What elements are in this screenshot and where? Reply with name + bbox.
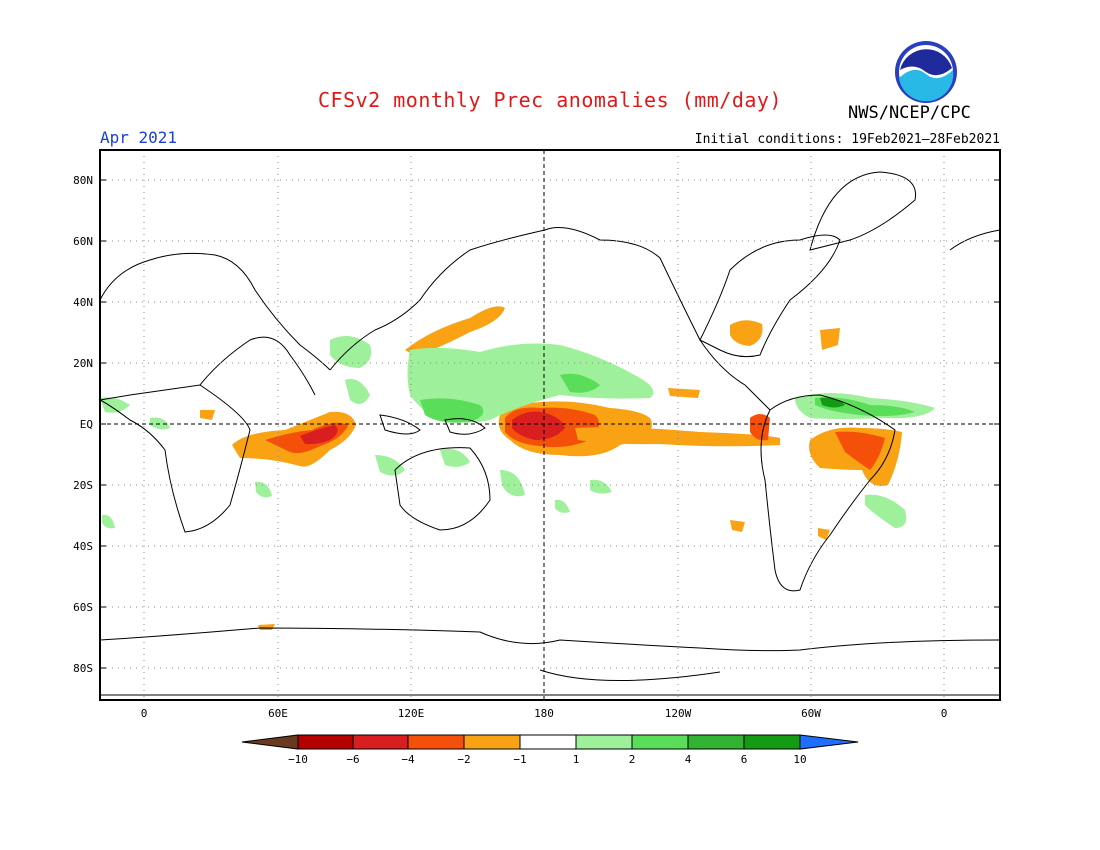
lat-label-20s: 20S [73, 479, 93, 492]
colorbar-label: 2 [629, 753, 636, 766]
colorbar-bin [463, 734, 521, 750]
lat-label-80n: 80N [73, 174, 93, 187]
colorbar: −10 −6 −4 −2 −1 1 2 4 6 10 [241, 734, 859, 766]
colorbar-bin [743, 734, 801, 750]
colorbar-bin [575, 734, 633, 750]
map-frame [99, 149, 1001, 701]
colorbar-label: −1 [513, 753, 526, 766]
colorbar-low-arrow [241, 734, 299, 750]
map-title: CFSv2 monthly Prec anomalies (mm/day) [317, 88, 783, 112]
colorbar-label: 10 [793, 753, 806, 766]
lat-label-40s: 40S [73, 540, 93, 553]
lat-label-80s: 80S [73, 662, 93, 675]
colorbar-bin [687, 734, 745, 750]
lat-label-20n: 20N [73, 357, 93, 370]
lon-label-120e: 120E [398, 707, 425, 720]
coastlines [98, 171, 1001, 696]
colorbar-label: 6 [741, 753, 748, 766]
colorbar-label: 1 [573, 753, 580, 766]
colorbar-high-arrow [799, 734, 859, 750]
initial-conditions-label: Initial conditions: 19Feb2021–28Feb2021 [694, 132, 1000, 147]
lat-label-60s: 60S [73, 601, 93, 614]
lat-label-40n: 40N [73, 296, 93, 309]
colorbar-bin [352, 734, 409, 750]
lon-label-120w: 120W [665, 707, 692, 720]
colorbar-bin [297, 734, 354, 750]
valid-month-label: Apr 2021 [100, 128, 178, 147]
lat-label-eq: EQ [80, 418, 93, 431]
frame-ticks [100, 179, 1000, 669]
colorbar-label: −10 [288, 753, 308, 766]
colorbar-label: −6 [346, 753, 359, 766]
lon-label-60w: 60W [801, 707, 821, 720]
colorbar-bin [631, 734, 689, 750]
lon-label-180: 180 [534, 707, 554, 720]
colorbar-label: −4 [401, 753, 415, 766]
lon-label-60e: 60E [268, 707, 288, 720]
lon-label-0: 0 [141, 707, 148, 720]
colorbar-bin [407, 734, 465, 750]
noaa-logo-icon [895, 41, 957, 103]
agency-label: NWS/NCEP/CPC [848, 103, 971, 123]
lat-lon-grid [100, 150, 1000, 700]
colorbar-label: 4 [685, 753, 692, 766]
lat-label-60n: 60N [73, 235, 93, 248]
colorbar-label: −2 [457, 753, 470, 766]
colorbar-bin [519, 734, 577, 750]
anomaly-shading [100, 306, 935, 630]
lon-label-0-east: 0 [941, 707, 948, 720]
